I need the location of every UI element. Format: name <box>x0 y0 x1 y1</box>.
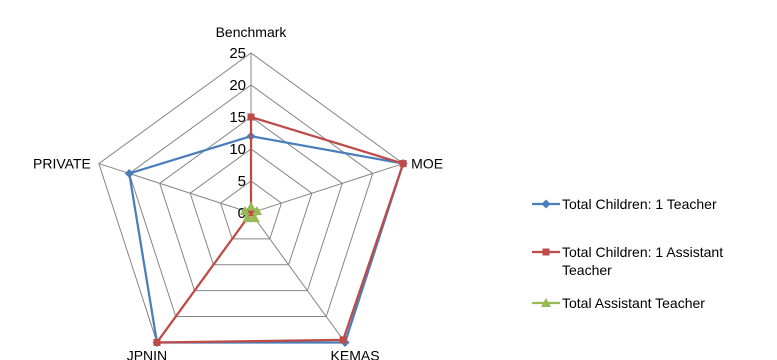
data-point-total-children-1-assistant-teacher <box>153 338 161 346</box>
grid-ring <box>219 180 283 240</box>
data-point-total-children-1-teacher <box>124 168 134 178</box>
legend-label: Total Children: 1 Teacher <box>562 196 717 212</box>
grid-spoke <box>250 163 404 214</box>
legend-label: Total Assistant Teacher <box>562 295 705 311</box>
data-point-total-children-1-assistant-teacher <box>247 209 255 217</box>
data-point-total-assistant-teacher <box>246 201 256 211</box>
legend-marker <box>542 248 550 256</box>
data-point-total-assistant-teacher <box>239 206 250 216</box>
data-point-total-assistant-teacher <box>252 206 263 216</box>
tick-label: 10 <box>229 141 246 158</box>
category-labels: Benchmark MOE KEMAS JPNIN PRIVATE <box>33 24 443 360</box>
data-point-total-children-1-assistant-teacher <box>247 113 255 121</box>
data-point-total-children-1-assistant-teacher <box>339 336 347 344</box>
tick-label: 25 <box>229 45 246 62</box>
legend-item-total-children-1-assistant-teacher: Total Children: 1 Assistant Teacher <box>532 244 723 278</box>
legend-label: Total Children: 1 Assistant <box>562 244 723 260</box>
tick-label: 20 <box>229 77 246 94</box>
legend-label: Teacher <box>562 262 612 278</box>
tick-label: 15 <box>229 109 246 126</box>
grid-spoke <box>250 212 346 343</box>
legend-item-total-children-1-teacher: Total Children: 1 Teacher <box>532 196 717 212</box>
category-label-jpnin: JPNIN <box>127 347 167 360</box>
legend-marker <box>541 298 551 307</box>
data-series <box>124 113 408 347</box>
series-line-total-children-1-teacher <box>128 135 405 344</box>
data-point-total-assistant-teacher <box>249 213 260 223</box>
series-line-total-children-1-assistant-teacher <box>155 115 405 344</box>
legend: Total Children: 1 Teacher Total Children:… <box>532 196 723 311</box>
grid-spoke <box>98 163 252 214</box>
grid-ring <box>128 84 374 318</box>
category-label-private: PRIVATE <box>33 156 91 172</box>
legend-marker <box>541 199 551 209</box>
data-point-total-children-1-assistant-teacher <box>399 160 407 168</box>
category-label-kemas: KEMAS <box>331 347 380 360</box>
grid-ring <box>189 148 313 266</box>
category-label-moe: MOE <box>411 156 443 172</box>
legend-item-total-assistant-teacher: Total Assistant Teacher <box>532 295 705 311</box>
grid-ring <box>159 116 343 292</box>
category-label-benchmark: Benchmark <box>216 24 288 40</box>
tick-label: 5 <box>238 173 246 190</box>
data-point-total-assistant-teacher <box>242 213 253 223</box>
